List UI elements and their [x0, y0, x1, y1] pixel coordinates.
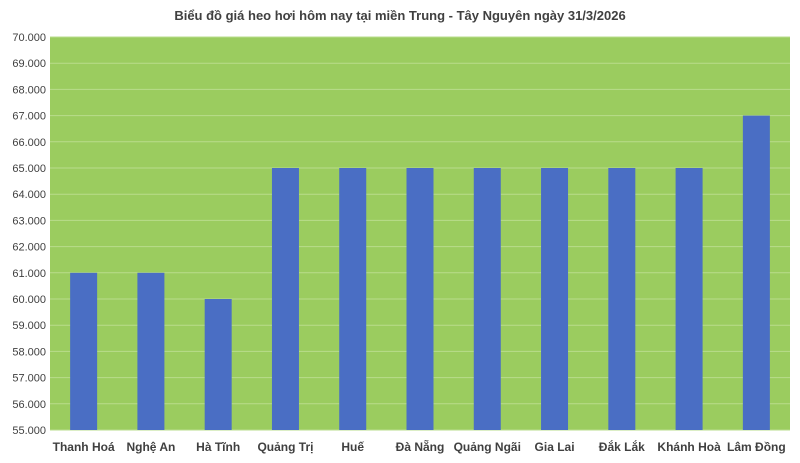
bar	[473, 168, 501, 430]
y-tick-label: 56.000	[12, 399, 46, 411]
y-tick-label: 62.000	[12, 242, 46, 254]
bar	[742, 115, 770, 430]
x-tick-label: Gia Lai	[535, 440, 575, 454]
x-tick-label: Đà Nẵng	[396, 439, 445, 454]
y-tick-label: 67.000	[12, 111, 46, 123]
y-tick-label: 63.000	[12, 215, 46, 227]
chart-title: Biểu đồ giá heo hơi hôm nay tại miền Tru…	[174, 8, 626, 23]
x-tick-label: Nghệ An	[126, 440, 175, 454]
x-tick-label: Hà Tĩnh	[196, 440, 240, 454]
y-tick-label: 55.000	[12, 425, 46, 437]
x-tick-label: Quảng Trị	[257, 440, 313, 454]
x-tick-label: Huế	[341, 440, 364, 454]
y-tick-label: 64.000	[12, 189, 46, 201]
bar	[339, 168, 367, 430]
x-tick-label: Lâm Đồng	[727, 440, 786, 454]
bar	[271, 168, 299, 430]
y-tick-label: 57.000	[12, 373, 46, 385]
bar	[137, 272, 165, 430]
bar	[675, 168, 703, 430]
y-tick-label: 58.000	[12, 346, 46, 358]
y-tick-label: 68.000	[12, 84, 46, 96]
y-tick-label: 70.000	[12, 32, 46, 44]
y-tick-label: 69.000	[12, 58, 46, 70]
bar	[406, 168, 434, 430]
y-tick-label: 61.000	[12, 268, 46, 280]
y-tick-label: 65.000	[12, 163, 46, 175]
y-tick-label: 59.000	[12, 320, 46, 332]
y-tick-label: 66.000	[12, 137, 46, 149]
bar	[204, 299, 232, 430]
x-tick-label: Thanh Hoá	[53, 440, 115, 454]
x-tick-label: Khánh Hoà	[657, 440, 721, 454]
y-tick-label: 60.000	[12, 294, 46, 306]
x-tick-label: Đắk Lắk	[599, 439, 645, 454]
bar	[70, 272, 98, 430]
bar	[608, 168, 636, 430]
bar	[541, 168, 569, 430]
x-tick-label: Quảng Ngãi	[454, 440, 521, 454]
